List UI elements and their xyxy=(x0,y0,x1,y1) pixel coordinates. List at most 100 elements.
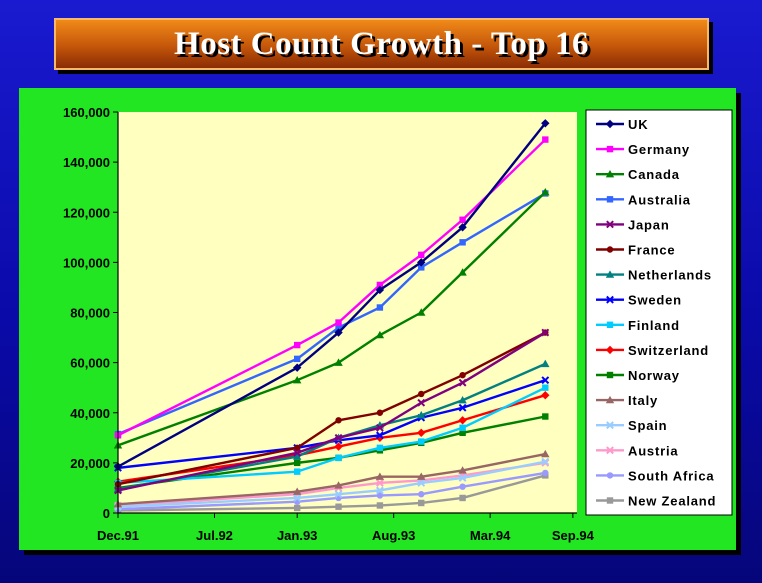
data-point xyxy=(292,452,302,460)
legend-item: Italy xyxy=(596,393,658,408)
data-point xyxy=(335,454,342,462)
data-point xyxy=(334,358,343,366)
data-point xyxy=(418,499,425,507)
data-point xyxy=(375,431,384,440)
data-point xyxy=(458,378,467,387)
data-point xyxy=(292,363,302,372)
data-point xyxy=(458,223,467,232)
data-point xyxy=(375,479,384,487)
data-point xyxy=(459,483,466,490)
legend-item: Switzerland xyxy=(596,343,709,358)
y-tick-label: 80,000 xyxy=(70,306,110,321)
legend-label: Norway xyxy=(628,368,680,383)
data-point xyxy=(606,446,614,455)
data-point xyxy=(605,170,615,178)
y-tick-label: 40,000 xyxy=(70,406,110,421)
data-point xyxy=(375,423,384,432)
data-point xyxy=(376,502,384,509)
data-point xyxy=(459,371,466,379)
legend-label: Spain xyxy=(628,418,667,433)
legend-label: Canada xyxy=(628,167,680,182)
data-point xyxy=(606,421,614,430)
chart-title: Host Count Growth - Top 16 xyxy=(174,25,589,62)
data-point xyxy=(418,438,425,445)
plot-area xyxy=(118,112,577,513)
legend-item: Japan xyxy=(596,217,670,232)
legend-box xyxy=(585,109,733,516)
legend-item: Netherlands xyxy=(596,268,712,283)
legend-label: Austria xyxy=(628,443,678,458)
data-point xyxy=(293,494,302,502)
data-point xyxy=(606,145,614,153)
x-tick-label: Jul.92 xyxy=(196,528,233,543)
data-point xyxy=(542,469,549,477)
data-point xyxy=(293,459,301,467)
legend-label: Sweden xyxy=(628,293,682,308)
data-point xyxy=(459,216,466,223)
data-point xyxy=(417,472,426,480)
data-point xyxy=(375,285,385,295)
data-point xyxy=(334,433,343,442)
data-point xyxy=(375,330,385,339)
data-point xyxy=(417,428,426,437)
data-point xyxy=(417,411,426,419)
data-point xyxy=(458,466,467,474)
legend-item: France xyxy=(596,243,675,258)
data-point xyxy=(293,355,301,363)
data-point xyxy=(458,396,467,404)
legend-label: Netherlands xyxy=(628,268,712,283)
data-point xyxy=(417,479,426,487)
data-point xyxy=(606,472,614,479)
data-point xyxy=(606,196,614,203)
data-point xyxy=(334,490,343,499)
legend-item: Sweden xyxy=(596,293,682,308)
data-point xyxy=(293,444,301,452)
data-point xyxy=(606,295,614,304)
legend-item: Norway xyxy=(596,368,680,383)
data-point xyxy=(417,398,426,407)
data-point xyxy=(417,308,426,316)
data-point xyxy=(334,442,343,451)
data-point xyxy=(293,448,302,457)
data-point xyxy=(605,395,615,404)
legend-label: New Zealand xyxy=(628,494,716,509)
data-point xyxy=(606,321,614,328)
data-point xyxy=(418,491,425,498)
data-point xyxy=(375,486,384,495)
data-point xyxy=(418,251,425,259)
legend-label: Finland xyxy=(628,318,680,333)
data-point xyxy=(605,270,615,278)
data-point xyxy=(541,457,550,466)
data-point xyxy=(606,497,614,504)
data-point xyxy=(459,429,466,436)
legend-item: Finland xyxy=(596,318,680,333)
y-tick-label: 120,000 xyxy=(63,205,110,220)
y-tick-label: 140,000 xyxy=(63,155,110,170)
legend-label: Italy xyxy=(628,393,658,408)
data-point xyxy=(606,220,614,229)
data-point xyxy=(376,492,384,499)
data-point xyxy=(418,390,425,398)
legend-item: Austria xyxy=(596,443,678,458)
data-point xyxy=(541,328,550,337)
y-tick-label: 100,000 xyxy=(63,255,110,270)
y-tick-label: 0 xyxy=(103,506,110,521)
data-point xyxy=(376,444,384,452)
data-point xyxy=(458,403,467,412)
legend-item: Australia xyxy=(596,192,690,207)
data-point xyxy=(376,409,384,416)
data-point xyxy=(375,472,385,480)
legend-label: Japan xyxy=(628,217,670,232)
y-tick-label: 60,000 xyxy=(70,356,110,371)
legend-label: Switzerland xyxy=(628,343,709,358)
legend-item: UK xyxy=(596,117,648,132)
data-point xyxy=(334,481,343,489)
data-point xyxy=(417,258,426,267)
x-tick-label: Dec.91 xyxy=(97,528,139,543)
data-point xyxy=(541,119,550,128)
data-point xyxy=(606,246,614,253)
x-tick-label: Mar.94 xyxy=(470,528,511,543)
data-point xyxy=(292,487,302,495)
data-point xyxy=(458,416,467,425)
data-point xyxy=(335,324,342,331)
